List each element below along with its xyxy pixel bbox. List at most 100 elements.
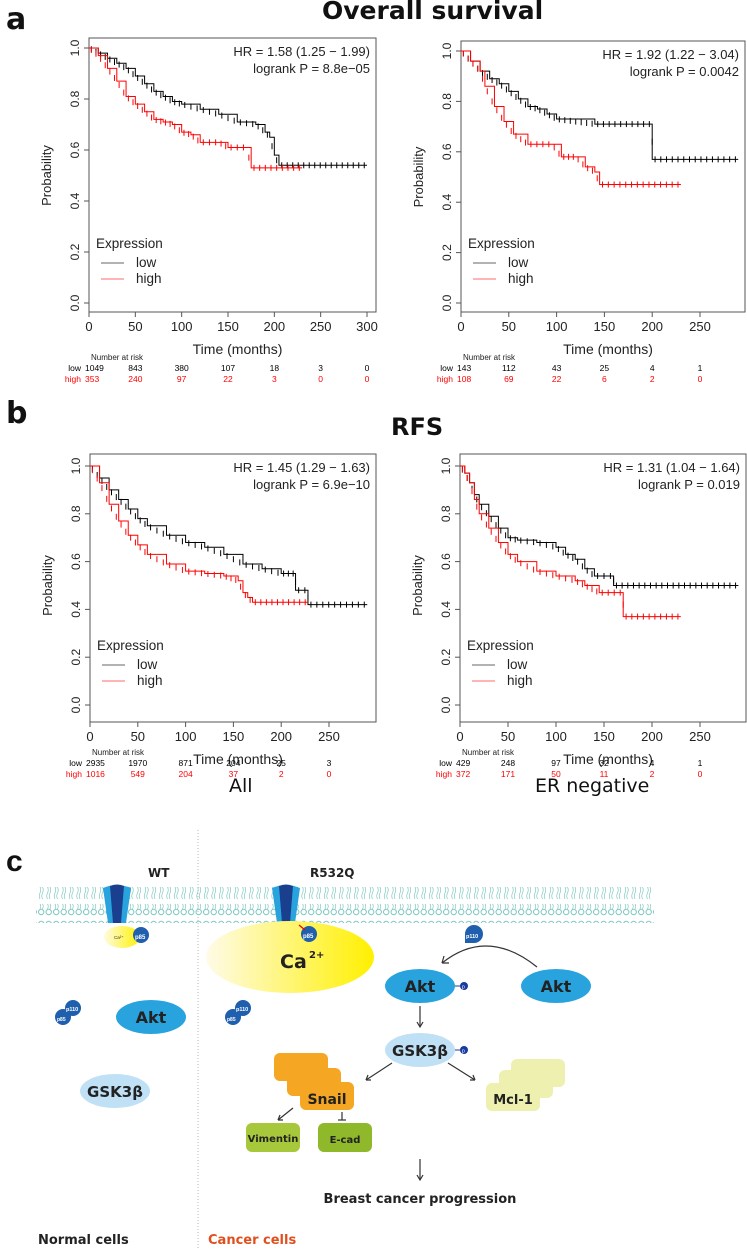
chart-0-xtick-label-6: 300 bbox=[356, 319, 378, 334]
chart-1-risk-high-3: 6 bbox=[602, 374, 607, 384]
chart-0-legend-label-high: high bbox=[136, 271, 162, 286]
chart-1-xtick-label-2: 100 bbox=[546, 319, 568, 334]
gsk-to-snail-arrow bbox=[365, 1062, 393, 1081]
chart-1-frame bbox=[460, 40, 746, 313]
chart-1-annotation-1: logrank P = 0.0042 bbox=[630, 64, 739, 79]
chart-1-ytick-label-0: 0.0 bbox=[440, 294, 454, 311]
r532q-p85-icon bbox=[301, 926, 317, 942]
chart-2-risk-label-high: high bbox=[66, 769, 82, 779]
r532q-calcium-label: Ca bbox=[280, 951, 307, 973]
chart-3-ytick-label-0: 0.0 bbox=[439, 696, 453, 713]
chart-3-annotation-1: logrank P = 0.019 bbox=[638, 477, 740, 492]
akt-phospho-label: p bbox=[462, 985, 465, 991]
chart-1-risk-header: Number at risk bbox=[463, 353, 516, 362]
chart-0-xtick-label-2: 100 bbox=[171, 319, 193, 334]
vimentin-label: Vimentin bbox=[248, 1134, 299, 1145]
r532q-calcium-charge: 2+ bbox=[309, 950, 324, 961]
chart-3-frame bbox=[459, 453, 747, 723]
chart-0-risk-low-3: 107 bbox=[221, 363, 235, 373]
rfs-title: RFS bbox=[391, 413, 444, 441]
chart-2-ytick-label-1: 0.2 bbox=[69, 649, 83, 666]
chart-1-risk-high-1: 69 bbox=[504, 374, 514, 384]
chart-2-series-low bbox=[90, 465, 368, 606]
chart-1-legend-label-high: high bbox=[508, 271, 534, 286]
subset-label-all: All bbox=[229, 775, 253, 797]
chart-1-annotation-0: HR = 1.92 (1.22 − 3.04) bbox=[602, 47, 739, 62]
snail-to-vimentin-arrow bbox=[277, 1107, 294, 1121]
chart-3-risk-low-5: 1 bbox=[698, 758, 703, 768]
chart-1-risk-low-1: 112 bbox=[502, 363, 516, 373]
chart-0-annotation-1: logrank P = 8.8e−05 bbox=[253, 61, 370, 76]
chart-2-ytick-label-5: 1.0 bbox=[69, 457, 83, 474]
chart-0-risk-low-4: 18 bbox=[270, 363, 280, 373]
chart-0-xlabel: Time (months) bbox=[193, 341, 283, 357]
chart-3-risk-label-low: low bbox=[439, 758, 453, 768]
chart-0-risk-header: Number at risk bbox=[91, 353, 144, 362]
wt-calcium-label: Ca²⁺ bbox=[114, 935, 124, 940]
chart-3-ytick-label-5: 1.0 bbox=[439, 457, 453, 474]
chart-1-ytick-label-2: 0.4 bbox=[440, 194, 454, 211]
cell-membrane bbox=[36, 887, 654, 923]
chart-2-ylabel: Probability bbox=[40, 555, 55, 616]
chart-2-risk-high-3: 37 bbox=[229, 769, 239, 779]
chart-2-ytick-label-2: 0.4 bbox=[69, 601, 83, 618]
normal-akt-label: Akt bbox=[136, 1008, 167, 1027]
gsk-to-mcl1-arrow bbox=[447, 1062, 476, 1081]
chart-3-xtick-label-4: 200 bbox=[641, 729, 663, 744]
panel-c-letter: c bbox=[6, 845, 23, 878]
active-akt-label: Akt bbox=[405, 977, 436, 996]
wt-p85-icon bbox=[133, 927, 149, 943]
chart-2-risk-high-2: 204 bbox=[179, 769, 193, 779]
chart-3-ytick-label-2: 0.4 bbox=[439, 601, 453, 618]
chart-3-ytick-label-4: 0.8 bbox=[439, 505, 453, 522]
chart-0-xtick-label-3: 150 bbox=[217, 319, 239, 334]
chart-0-risk-low-1: 843 bbox=[128, 363, 142, 373]
r532q-calcium-cloud bbox=[206, 921, 374, 993]
r532q-label: R532Q bbox=[310, 866, 355, 880]
chart-0-risk-low-6: 0 bbox=[365, 363, 370, 373]
chart-1-xtick-label-0: 0 bbox=[457, 319, 464, 334]
chart-3-ytick-label-3: 0.6 bbox=[439, 553, 453, 570]
r532q-mutation-mark bbox=[298, 924, 306, 931]
chart-0-risk-high-2: 97 bbox=[177, 374, 187, 384]
svg-text:p85: p85 bbox=[227, 1017, 236, 1023]
wt-label: WT bbox=[148, 866, 170, 880]
chart-2-xlabel: Time (months) bbox=[193, 751, 283, 767]
chart-2-ytick-label-3: 0.6 bbox=[69, 553, 83, 570]
chart-2-xtick-label-0: 0 bbox=[86, 729, 93, 744]
chart-1-ylabel: Probability bbox=[411, 146, 426, 207]
chart-3-legend-label-low: low bbox=[507, 657, 528, 672]
chart-3-risk-low-1: 248 bbox=[501, 758, 515, 768]
overall-survival-title: Overall survival bbox=[322, 0, 544, 25]
chart-0-risk-high-0: 353 bbox=[85, 374, 99, 384]
svg-text:p110: p110 bbox=[66, 1007, 78, 1013]
chart-2-risk-low-3: 204 bbox=[226, 758, 240, 768]
chart-3-xtick-label-3: 150 bbox=[593, 729, 615, 744]
chart-1-risk-low-2: 43 bbox=[552, 363, 562, 373]
chart-1-risk-high-4: 2 bbox=[650, 374, 655, 384]
chart-3-xlabel: Time (months) bbox=[563, 751, 653, 767]
subset-label-er-negative: ER negative bbox=[535, 775, 650, 797]
gsk-phospho-label: p bbox=[462, 1049, 465, 1055]
chart-3-risk-high-3: 11 bbox=[600, 769, 609, 779]
chart-1-series-high bbox=[461, 50, 681, 186]
chart-2-risk-high-5: 0 bbox=[327, 769, 332, 779]
chart-1-ytick-label-1: 0.2 bbox=[440, 244, 454, 261]
chart-0-ytick-label-1: 0.2 bbox=[68, 243, 82, 260]
chart-2-ytick-label-0: 0.0 bbox=[69, 696, 83, 713]
panel-b-letter: b bbox=[6, 396, 28, 431]
wt-p85-label: p85 bbox=[135, 935, 146, 941]
chart-1-legend-label-low: low bbox=[508, 255, 529, 270]
chart-0-xtick-label-1: 50 bbox=[128, 319, 142, 334]
chart-2-legend-title: Expression bbox=[97, 638, 164, 653]
chart-0-ytick-label-2: 0.4 bbox=[68, 192, 82, 209]
chart-0-risk-low-5: 3 bbox=[318, 363, 323, 373]
normal-gsk3b-node bbox=[80, 1074, 150, 1108]
chart-2-risk-label-low: low bbox=[69, 758, 83, 768]
chart-2-legend-label-low: low bbox=[137, 657, 158, 672]
chart-0-ytick-label-4: 0.8 bbox=[68, 90, 82, 107]
chart-1-risk-label-low: low bbox=[440, 363, 454, 373]
chart-2-annotation-0: HR = 1.45 (1.29 − 1.63) bbox=[233, 460, 370, 475]
chart-2-xtick-label-2: 100 bbox=[175, 729, 197, 744]
